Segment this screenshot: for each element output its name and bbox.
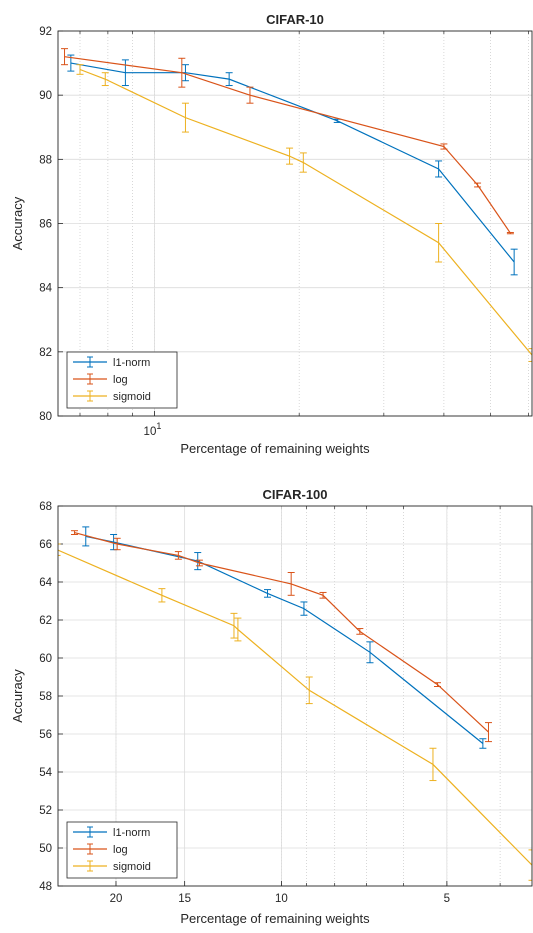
legend-label: l1-norm [113,827,150,839]
errorbar-l1_norm [435,160,443,178]
y-tick-label: 68 [39,501,52,513]
errorbar-log [319,591,327,599]
y-tick-label: 62 [39,615,52,627]
axes-box [57,505,533,887]
y-tick-label: 90 [39,90,52,102]
chart-0: 80 82 84 86 88 90 92 101 CIFAR-10 Percentage of r… [10,12,533,456]
legend-item-log: log [73,373,128,386]
y-tick-label: 58 [39,691,52,703]
errorbar-log [174,551,182,560]
errorbar-sigmoid [286,147,294,165]
errorbar-sigmoid [181,102,189,133]
legend-item-log: log [73,843,128,856]
errorbar-log [178,57,186,88]
errorbar-sigmoid [305,676,313,705]
legend-box [66,821,178,879]
x-tick-label: 10 [275,893,288,905]
errorbar-log [484,722,492,743]
x-tick-label: 5 [444,893,450,905]
errorbar-log [506,231,514,235]
y-tick-label: 88 [39,154,52,166]
errorbar-l1_norm [121,59,129,87]
errorbar-l1_norm [479,738,487,749]
y-axis-label: Accuracy [10,196,25,250]
x-axis-label: Percentage of remaining weights [180,441,370,456]
errorbar-log [287,572,295,596]
errorbar-log [61,48,69,66]
legend-item-sigmoid: sigmoid [73,860,151,873]
legend-item-sigmoid: sigmoid [73,390,151,403]
errorbar-log [195,559,203,567]
errorbar-l1_norm [225,72,233,87]
series-group [58,526,532,881]
errorbar-l1_norm [366,641,374,664]
errorbar-log [246,86,254,104]
legend-item-l1_norm: l1-norm [73,826,150,839]
y-tick-label: 56 [39,729,52,741]
errorbar-sigmoid [528,849,532,881]
errorbar-sigmoid [429,747,437,782]
y-tick-label: 80 [39,411,52,423]
y-tick-label: 92 [39,26,52,38]
errorbar-l1_norm [181,64,189,82]
series-line-log [64,56,511,234]
errorbar-sigmoid [299,152,307,173]
errorbar-l1_norm [194,552,202,571]
legend-box [66,351,178,409]
y-tick-label: 66 [39,539,52,551]
y-tick-label: 86 [39,219,52,231]
y-tick-label: 60 [39,653,52,665]
errorbar-sigmoid [234,617,242,642]
errorbar-sigmoid [76,64,84,75]
errorbar-l1_norm [82,526,90,547]
y-tick-label: 52 [39,805,52,817]
y-axis-label: Accuracy [10,669,25,723]
errorbar-log [70,530,78,535]
errorbar-log [356,628,364,635]
errorbar-l1_norm [264,589,272,598]
legend-label: l1-norm [113,357,150,369]
legend-label: sigmoid [113,861,151,873]
errorbar-sigmoid [58,543,61,556]
x-tick-label: 101 [144,421,162,438]
x-tick-label-exponent: 1 [156,421,161,431]
chart-title: CIFAR-100 [262,487,327,502]
x-axis-label: Percentage of remaining weights [180,911,370,926]
errorbar-log [440,143,448,150]
legend: l1-norm log sigmoid [66,821,178,879]
y-tick-label: 64 [39,577,52,589]
errorbar-sigmoid [528,348,532,362]
x-tick-label: 20 [110,893,123,905]
chart-1: 48 50 52 54 56 58 60 62 64 66 68 20 15 10 5 CIFAR-100 Pe… [10,487,533,926]
x-tick-label: 15 [178,893,191,905]
series-group [61,48,532,362]
errorbar-sigmoid [230,612,238,639]
errorbar-sigmoid [158,588,166,603]
y-tick-label: 54 [39,767,52,779]
y-tick-label: 82 [39,347,52,359]
legend-item-l1_norm: l1-norm [73,356,150,369]
errorbar-log [113,537,121,551]
legend-label: log [113,374,128,386]
y-tick-label: 84 [39,283,52,295]
axes-box [57,30,533,417]
legend: l1-norm log sigmoid [66,351,178,409]
errorbar-log [434,682,442,687]
errorbar-sigmoid [101,72,109,87]
x-tick-label-base: 10 [144,426,157,438]
errorbar-log [474,182,482,188]
chart-title: CIFAR-10 [266,12,324,27]
legend-label: sigmoid [113,391,151,403]
legend-label: log [113,844,128,856]
y-tick-label: 48 [39,881,52,893]
errorbar-l1_norm [300,601,308,616]
errorbar-l1_norm [510,248,518,276]
errorbar-sigmoid [435,223,443,263]
y-tick-label: 50 [39,843,52,855]
